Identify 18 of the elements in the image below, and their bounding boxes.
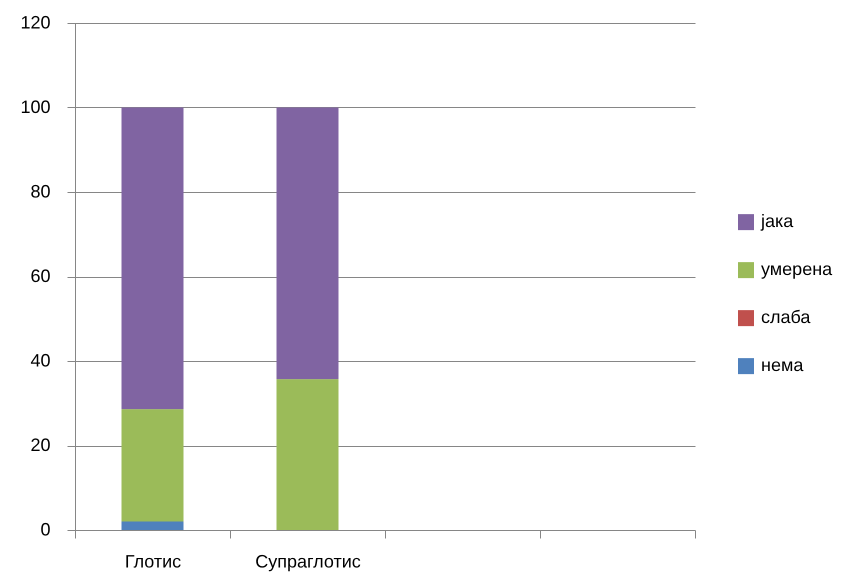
y-tick-label: 0 [40, 520, 50, 540]
legend-label: јака [760, 211, 794, 232]
bar [122, 108, 184, 410]
x-tick-label: Супраглотис [255, 552, 361, 572]
y-tick-label: 80 [30, 182, 50, 202]
legend-label: нема [761, 355, 804, 376]
bar [276, 379, 338, 530]
legend-label: умерена [761, 259, 834, 280]
y-tick-label: 120 [20, 12, 50, 32]
y-tick-label: 20 [30, 435, 50, 455]
y-tick-label: 100 [20, 97, 50, 117]
bar [276, 108, 338, 380]
legend-label: слаба [761, 307, 812, 328]
bar [122, 522, 184, 530]
y-tick-label: 60 [30, 266, 50, 286]
bar [122, 409, 184, 522]
x-tick-label: Глотис [124, 552, 182, 572]
y-tick-label: 40 [30, 350, 50, 370]
